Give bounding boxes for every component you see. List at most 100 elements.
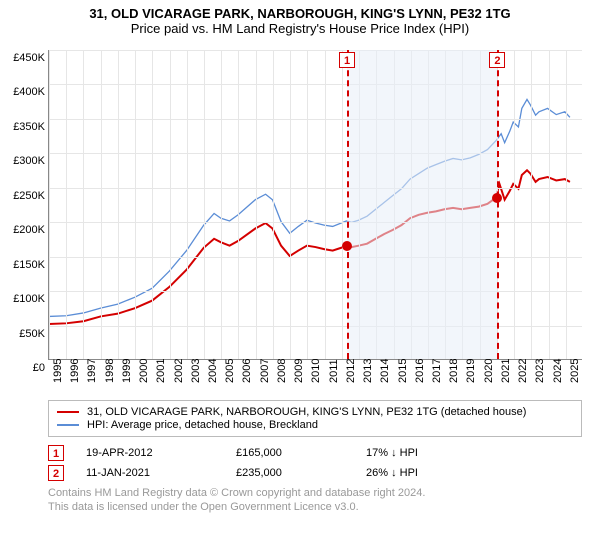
x-axis-label: 2002 xyxy=(173,359,185,383)
y-axis-label: £100K xyxy=(1,293,45,305)
gridline-h xyxy=(49,326,582,327)
footer-attribution: Contains HM Land Registry data © Crown c… xyxy=(48,487,582,515)
x-axis-label: 2006 xyxy=(241,359,253,383)
gridline-v xyxy=(49,50,50,359)
x-axis-label: 2017 xyxy=(431,359,443,383)
chart-area: £0£50K£100K£150K£200K£250K£300K£350K£400… xyxy=(0,42,600,400)
gridline-v xyxy=(221,50,222,359)
y-axis-label: £350K xyxy=(1,121,45,133)
transaction-dot xyxy=(492,193,502,203)
x-axis-label: 2000 xyxy=(138,359,150,383)
gridline-v xyxy=(66,50,67,359)
gridline-v xyxy=(514,50,515,359)
x-axis-label: 2008 xyxy=(276,359,288,383)
x-axis-label: 1997 xyxy=(86,359,98,383)
gridline-v xyxy=(204,50,205,359)
x-axis-label: 2007 xyxy=(259,359,271,383)
transaction-number-badge: 2 xyxy=(48,465,64,481)
x-axis-label: 2010 xyxy=(310,359,322,383)
transaction-price: £165,000 xyxy=(236,447,366,459)
gridline-v xyxy=(342,50,343,359)
x-axis-label: 2001 xyxy=(155,359,167,383)
legend-item-property: 31, OLD VICARAGE PARK, NARBOROUGH, KING'… xyxy=(57,406,573,418)
chart-title: 31, OLD VICARAGE PARK, NARBOROUGH, KING'… xyxy=(0,0,600,36)
plot-area: £0£50K£100K£150K£200K£250K£300K£350K£400… xyxy=(48,50,582,360)
x-axis-label: 2024 xyxy=(552,359,564,383)
transaction-hpi-diff: 17% ↓ HPI xyxy=(366,447,486,459)
gridline-v xyxy=(307,50,308,359)
footer-line-1: Contains HM Land Registry data © Crown c… xyxy=(48,487,582,501)
x-axis-label: 2021 xyxy=(500,359,512,383)
x-axis-label: 2005 xyxy=(224,359,236,383)
gridline-v xyxy=(135,50,136,359)
transaction-badge: 2 xyxy=(489,52,505,68)
transactions-table: 119-APR-2012£165,00017% ↓ HPI 2 11-JAN-202… xyxy=(48,445,582,481)
legend-swatch-hpi xyxy=(57,424,79,426)
x-axis-label: 1999 xyxy=(121,359,133,383)
transaction-date: 19-APR-2012 xyxy=(86,447,236,459)
gridline-v xyxy=(152,50,153,359)
gridline-v xyxy=(325,50,326,359)
ownership-period-shade xyxy=(347,50,497,359)
legend-swatch-property xyxy=(57,411,79,413)
gridline-v xyxy=(170,50,171,359)
x-axis-label: 2003 xyxy=(190,359,202,383)
x-axis-label: 1995 xyxy=(52,359,64,383)
x-axis-label: 2011 xyxy=(328,359,340,383)
gridline-h xyxy=(49,291,582,292)
legend: 31, OLD VICARAGE PARK, NARBOROUGH, KING'… xyxy=(48,400,582,437)
gridline-v xyxy=(531,50,532,359)
gridline-v xyxy=(566,50,567,359)
transaction-dot xyxy=(342,241,352,251)
title-line-1: 31, OLD VICARAGE PARK, NARBOROUGH, KING'… xyxy=(0,6,600,21)
x-axis-label: 2020 xyxy=(483,359,495,383)
gridline-h xyxy=(49,188,582,189)
gridline-h xyxy=(49,153,582,154)
gridline-v xyxy=(256,50,257,359)
title-line-2: Price paid vs. HM Land Registry's House … xyxy=(0,21,600,36)
transaction-hpi-diff: 26% ↓ HPI xyxy=(366,467,486,479)
legend-label-property: 31, OLD VICARAGE PARK, NARBOROUGH, KING'… xyxy=(87,406,526,418)
x-axis-label: 2014 xyxy=(379,359,391,383)
x-axis-label: 1996 xyxy=(69,359,81,383)
transaction-date: 11-JAN-2021 xyxy=(86,467,236,479)
transaction-row: 2 11-JAN-2021£235,00026% ↓ HPI xyxy=(48,465,582,481)
gridline-h xyxy=(49,222,582,223)
line-series-svg xyxy=(49,50,582,359)
x-axis-label: 2012 xyxy=(345,359,357,383)
x-axis-label: 2025 xyxy=(569,359,581,383)
gridline-h xyxy=(49,50,582,51)
gridline-v xyxy=(187,50,188,359)
legend-item-hpi: HPI: Average price, detached house, Brec… xyxy=(57,419,573,431)
y-axis-label: £300K xyxy=(1,155,45,167)
gridline-v xyxy=(290,50,291,359)
x-axis-label: 2004 xyxy=(207,359,219,383)
y-axis-label: £250K xyxy=(1,190,45,202)
gridline-v xyxy=(549,50,550,359)
y-axis-label: £0 xyxy=(1,362,45,374)
x-axis-label: 2023 xyxy=(534,359,546,383)
gridline-h xyxy=(49,119,582,120)
gridline-v xyxy=(238,50,239,359)
transaction-row: 119-APR-2012£165,00017% ↓ HPI xyxy=(48,445,582,461)
x-axis-label: 2018 xyxy=(448,359,460,383)
gridline-v xyxy=(118,50,119,359)
y-axis-label: £200K xyxy=(1,224,45,236)
gridline-h xyxy=(49,84,582,85)
x-axis-label: 2019 xyxy=(465,359,477,383)
x-axis-label: 2015 xyxy=(397,359,409,383)
x-axis-label: 2022 xyxy=(517,359,529,383)
transaction-price: £235,000 xyxy=(236,467,366,479)
y-axis-label: £450K xyxy=(1,52,45,64)
x-axis-label: 2013 xyxy=(362,359,374,383)
x-axis-label: 2009 xyxy=(293,359,305,383)
gridline-v xyxy=(273,50,274,359)
footer-line-2: This data is licensed under the Open Gov… xyxy=(48,501,582,515)
y-axis-label: £50K xyxy=(1,328,45,340)
x-axis-label: 2016 xyxy=(414,359,426,383)
gridline-v xyxy=(101,50,102,359)
below-chart-area: 31, OLD VICARAGE PARK, NARBOROUGH, KING'… xyxy=(48,400,582,515)
x-axis-label: 1998 xyxy=(104,359,116,383)
transaction-badge: 1 xyxy=(339,52,355,68)
legend-label-hpi: HPI: Average price, detached house, Brec… xyxy=(87,419,318,431)
